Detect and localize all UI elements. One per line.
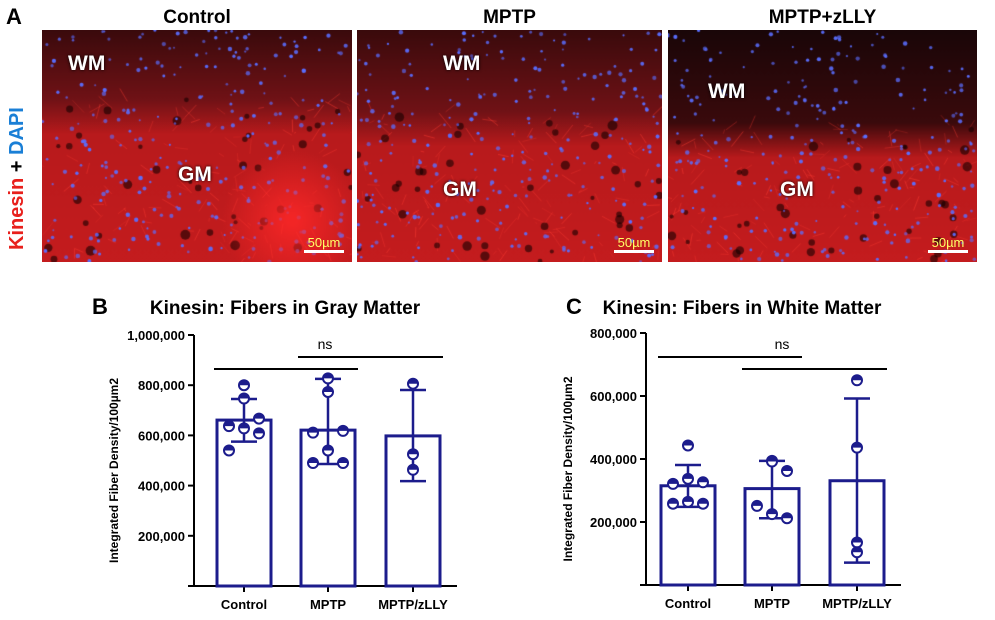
image-title-mptp: MPTP — [483, 7, 536, 28]
y-axis-label: Integrated Fiber Density/100µm2 — [107, 378, 121, 563]
data-point-fill — [308, 458, 318, 464]
scale-text: 50µm — [307, 235, 341, 250]
gm-label: GM — [780, 178, 814, 201]
gm-label: GM — [443, 178, 477, 201]
data-point-fill — [323, 386, 333, 392]
x-tick-label: MPTP/zLLY — [378, 597, 448, 612]
data-point-fill — [308, 427, 318, 433]
data-point-fill — [852, 547, 862, 553]
scale-bar: 50µm — [614, 235, 654, 253]
data-point-fill — [698, 498, 708, 504]
chart-title: Kinesin: Fibers in Gray Matter — [150, 298, 421, 319]
chart-c: C Kinesin: Fibers in White Matter Integrat… — [561, 294, 901, 611]
y-tick-label: 400,000 — [138, 479, 185, 494]
data-point-fill — [782, 513, 792, 519]
data-point-fill — [224, 445, 234, 451]
y-tick-label: 600,000 — [138, 428, 185, 443]
data-point-fill — [683, 496, 693, 502]
micrograph-mptp: WM GM 50µm — [357, 30, 662, 262]
data-point-fill — [338, 458, 348, 464]
data-point-fill — [224, 421, 234, 427]
panel-letter: C — [566, 294, 582, 319]
scale-text: 50µm — [931, 235, 965, 250]
y-axis-label: Integrated Fiber Density/100µm2 — [561, 376, 575, 561]
data-point-fill — [254, 413, 264, 419]
scale-bar: 50µm — [304, 235, 344, 253]
micrograph-mptp-zlly: WM GM 50µm — [668, 30, 977, 262]
y-tick-label: 200,000 — [138, 529, 185, 544]
data-point-fill — [254, 428, 264, 434]
data-point-fill — [752, 500, 762, 506]
y-tick-label: 200,000 — [590, 515, 637, 530]
x-tick-label: Control — [665, 596, 711, 611]
gm-label: GM — [178, 163, 212, 186]
micrograph-control: WM GM 50µm — [42, 30, 352, 262]
y-tick-label: 800,000 — [590, 326, 637, 341]
bar-control — [215, 418, 273, 588]
wm-label: WM — [68, 52, 106, 75]
chart-title: Kinesin: Fibers in White Matter — [603, 298, 882, 319]
data-point-fill — [668, 478, 678, 484]
y-tick-label: 400,000 — [590, 452, 637, 467]
data-point-fill — [767, 509, 777, 515]
data-point-fill — [323, 445, 333, 451]
data-point-fill — [767, 456, 777, 462]
image-title-control: Control — [163, 7, 231, 28]
data-point-fill — [239, 393, 249, 399]
x-tick-label: MPTP — [310, 597, 346, 612]
scale-text: 50µm — [617, 235, 651, 250]
data-point-fill — [852, 375, 862, 381]
x-tick-label: MPTP — [754, 596, 790, 611]
y-tick-label: 600,000 — [590, 389, 637, 404]
data-point-fill — [408, 378, 418, 384]
significance-label: ns — [775, 336, 790, 352]
y-tick-label: 800,000 — [138, 378, 185, 393]
data-point-fill — [852, 537, 862, 543]
data-point-fill — [338, 425, 348, 431]
scale-bar: 50µm — [928, 235, 968, 253]
image-title-mptp-zlly: MPTP+zLLY — [768, 7, 877, 28]
data-point-fill — [323, 373, 333, 379]
data-point-fill — [668, 498, 678, 504]
y-tick-label: 1,000,000 — [127, 328, 185, 343]
data-point-fill — [408, 464, 418, 470]
data-point-fill — [239, 380, 249, 386]
wm-label: WM — [708, 80, 746, 103]
data-point-fill — [683, 440, 693, 446]
data-point-fill — [239, 423, 249, 429]
data-point-fill — [782, 465, 792, 471]
panel-a-letter: A — [6, 4, 22, 29]
x-tick-label: Control — [221, 597, 267, 612]
data-point-fill — [408, 449, 418, 455]
x-tick-label: MPTP/zLLY — [822, 596, 892, 611]
panel-letter: B — [92, 294, 108, 319]
data-point-fill — [683, 473, 693, 479]
data-point-fill — [698, 477, 708, 483]
wm-label: WM — [443, 52, 481, 75]
significance-label: ns — [318, 336, 333, 352]
data-point-fill — [852, 442, 862, 448]
chart-b: B Kinesin: Fibers in Gray Matter Integrate… — [92, 294, 457, 612]
